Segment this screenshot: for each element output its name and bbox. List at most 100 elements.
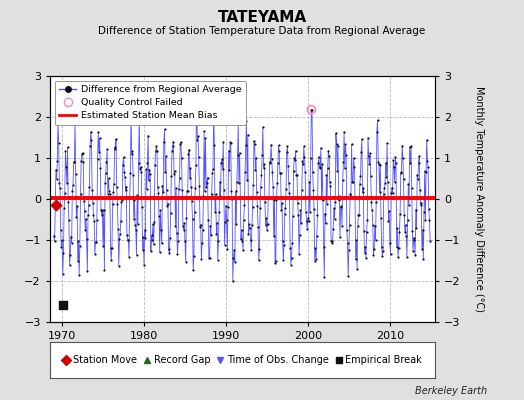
Point bbox=[189, 267, 198, 274]
Point bbox=[263, 226, 271, 233]
Point bbox=[381, 180, 389, 186]
Point bbox=[102, 159, 111, 166]
Point bbox=[98, 207, 106, 214]
Point bbox=[120, 168, 128, 175]
Point bbox=[242, 142, 250, 148]
Point bbox=[359, 185, 367, 192]
Point bbox=[137, 169, 146, 176]
Point bbox=[281, 205, 290, 211]
Point bbox=[66, 252, 74, 258]
Point bbox=[109, 188, 117, 195]
Point bbox=[334, 142, 342, 149]
Point bbox=[299, 161, 307, 168]
Point bbox=[213, 220, 221, 226]
Point bbox=[52, 175, 61, 182]
Point bbox=[89, 212, 97, 218]
Point bbox=[168, 148, 176, 154]
Point bbox=[397, 169, 406, 176]
Point bbox=[217, 156, 226, 162]
Point bbox=[386, 240, 394, 247]
Point bbox=[258, 152, 266, 158]
Point bbox=[305, 178, 313, 185]
Point bbox=[314, 154, 323, 160]
Point bbox=[232, 221, 241, 227]
Point bbox=[186, 164, 194, 171]
Point bbox=[245, 221, 254, 227]
Point bbox=[179, 226, 188, 233]
Point bbox=[70, 159, 78, 166]
Point bbox=[266, 158, 274, 165]
Point bbox=[99, 242, 107, 249]
Point bbox=[214, 256, 222, 263]
Point bbox=[138, 247, 147, 253]
Point bbox=[82, 216, 90, 222]
Point bbox=[289, 167, 298, 174]
Point bbox=[255, 257, 263, 264]
Point bbox=[413, 172, 421, 179]
Point bbox=[316, 164, 324, 170]
Point bbox=[147, 248, 155, 254]
Point bbox=[325, 153, 333, 159]
Point bbox=[156, 207, 165, 214]
Point bbox=[275, 148, 283, 154]
Point bbox=[334, 192, 343, 199]
Point bbox=[291, 148, 300, 154]
Point bbox=[104, 175, 113, 182]
Point bbox=[220, 187, 228, 194]
Point bbox=[418, 246, 426, 252]
Point bbox=[322, 172, 331, 178]
Point bbox=[269, 184, 277, 190]
Point bbox=[246, 236, 255, 243]
Point bbox=[374, 158, 383, 165]
Point bbox=[129, 172, 137, 178]
Point bbox=[192, 162, 200, 168]
Point bbox=[73, 203, 81, 209]
Point bbox=[154, 184, 162, 190]
Point bbox=[399, 176, 408, 182]
Point bbox=[79, 159, 88, 166]
Point bbox=[424, 164, 432, 170]
Point bbox=[396, 210, 405, 217]
Point bbox=[265, 194, 273, 200]
Point bbox=[267, 142, 275, 148]
Point bbox=[201, 135, 210, 141]
Point bbox=[410, 234, 418, 241]
Point bbox=[405, 202, 413, 208]
Point bbox=[337, 203, 345, 210]
Point bbox=[192, 83, 201, 89]
Point bbox=[369, 252, 378, 258]
Point bbox=[152, 143, 160, 149]
Point bbox=[354, 223, 362, 230]
Point bbox=[409, 248, 417, 254]
Point bbox=[212, 191, 220, 198]
Point bbox=[270, 197, 279, 203]
Point bbox=[390, 179, 399, 186]
Point bbox=[309, 169, 317, 175]
Point bbox=[327, 238, 335, 244]
Point bbox=[160, 126, 169, 132]
Point bbox=[50, 232, 58, 239]
Point bbox=[262, 215, 270, 222]
Point bbox=[404, 181, 412, 187]
Point bbox=[108, 201, 117, 208]
Point bbox=[156, 248, 164, 255]
Point bbox=[329, 240, 337, 246]
Point bbox=[243, 176, 252, 183]
Point bbox=[414, 160, 423, 166]
Point bbox=[323, 200, 331, 207]
Point bbox=[83, 268, 92, 274]
Point bbox=[91, 250, 99, 257]
Point bbox=[140, 227, 149, 233]
Point bbox=[237, 236, 245, 243]
Point bbox=[260, 161, 268, 167]
Point bbox=[238, 238, 247, 244]
Point bbox=[53, 158, 61, 164]
Point bbox=[172, 185, 180, 192]
Point bbox=[196, 222, 205, 228]
Point bbox=[127, 151, 136, 157]
Point bbox=[296, 207, 304, 214]
Point bbox=[336, 204, 345, 210]
Point bbox=[388, 190, 397, 196]
Point bbox=[233, 179, 241, 186]
Point bbox=[58, 237, 66, 244]
